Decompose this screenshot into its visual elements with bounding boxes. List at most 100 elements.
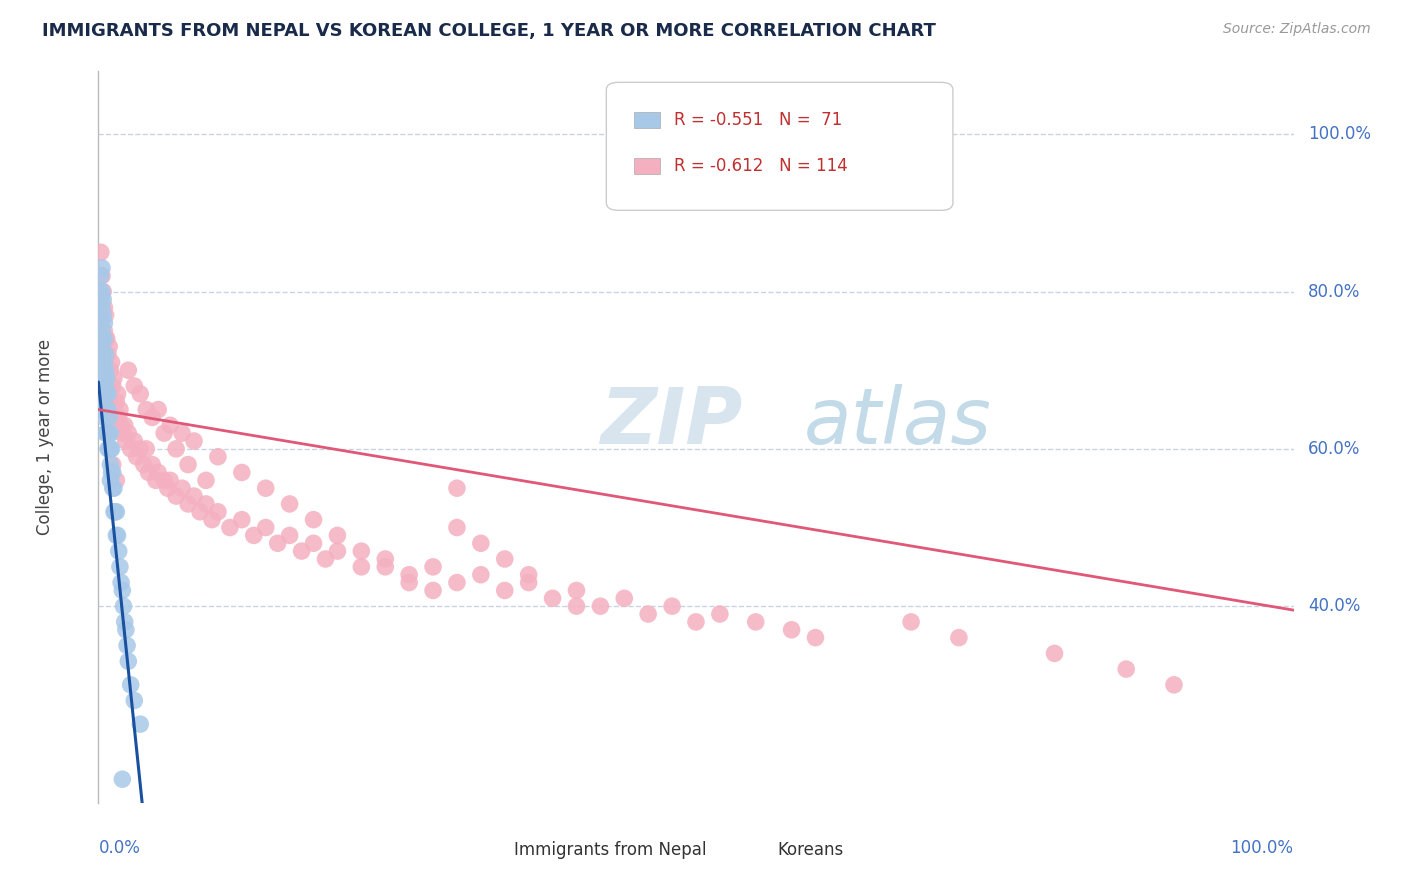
Point: [350, 544, 373, 558]
Point: [91, 301, 114, 315]
Text: R = -0.612   N = 114: R = -0.612 N = 114: [675, 158, 848, 176]
Point: [117, 363, 139, 377]
Point: [94, 332, 117, 346]
Point: [124, 379, 146, 393]
Point: [207, 450, 229, 464]
Point: [114, 615, 136, 629]
Text: 100.0%: 100.0%: [1230, 839, 1294, 857]
Point: [103, 505, 125, 519]
Text: R = -0.551   N =  71: R = -0.551 N = 71: [675, 112, 842, 129]
Point: [91, 379, 114, 393]
Point: [231, 466, 253, 480]
Point: [117, 654, 139, 668]
Point: [148, 466, 170, 480]
Point: [91, 347, 114, 361]
Point: [446, 481, 468, 495]
Point: [117, 426, 139, 441]
Point: [98, 442, 121, 456]
Point: [91, 402, 114, 417]
Point: [517, 567, 540, 582]
Point: [422, 583, 444, 598]
Point: [302, 536, 325, 550]
Point: [132, 458, 155, 472]
Point: [90, 268, 112, 283]
Point: [105, 394, 128, 409]
Point: [100, 442, 122, 456]
Point: [111, 772, 134, 787]
Point: [254, 520, 277, 534]
Point: [517, 575, 540, 590]
Point: [110, 418, 132, 433]
Point: [103, 371, 125, 385]
Point: [141, 458, 163, 472]
Point: [219, 520, 242, 534]
Point: [195, 473, 218, 487]
Point: [685, 615, 707, 629]
Point: [89, 324, 111, 338]
Point: [124, 693, 146, 707]
Point: [103, 481, 125, 495]
Point: [129, 442, 152, 456]
Point: [398, 567, 420, 582]
Point: [91, 260, 114, 275]
Point: [91, 363, 114, 377]
Point: [374, 559, 396, 574]
Point: [98, 410, 121, 425]
Point: [101, 466, 124, 480]
Point: [104, 505, 127, 519]
Point: [141, 410, 163, 425]
Point: [91, 285, 114, 299]
Point: [89, 308, 111, 322]
Point: [188, 505, 211, 519]
Point: [105, 528, 128, 542]
Point: [315, 552, 337, 566]
Text: 100.0%: 100.0%: [1308, 125, 1371, 144]
Point: [446, 575, 468, 590]
Point: [115, 623, 138, 637]
Point: [124, 434, 146, 448]
Point: [589, 599, 612, 614]
Point: [96, 402, 118, 417]
Point: [96, 426, 118, 441]
Point: [91, 340, 114, 354]
Point: [159, 418, 181, 433]
Text: Koreans: Koreans: [778, 841, 844, 859]
Point: [97, 426, 120, 441]
FancyBboxPatch shape: [606, 82, 953, 211]
FancyBboxPatch shape: [634, 112, 661, 128]
Point: [1115, 662, 1137, 676]
Point: [97, 402, 120, 417]
Point: [90, 347, 112, 361]
Point: [138, 466, 160, 480]
Point: [302, 513, 325, 527]
Point: [326, 544, 349, 558]
Point: [254, 481, 277, 495]
FancyBboxPatch shape: [634, 159, 661, 175]
Text: 60.0%: 60.0%: [1308, 440, 1360, 458]
Point: [172, 426, 194, 441]
Point: [91, 268, 114, 283]
Point: [101, 458, 124, 472]
Point: [105, 473, 128, 487]
Point: [494, 583, 516, 598]
Point: [91, 363, 114, 377]
Point: [107, 544, 129, 558]
Point: [98, 410, 121, 425]
Point: [278, 528, 301, 542]
Point: [637, 607, 659, 621]
Point: [291, 544, 314, 558]
Point: [565, 583, 588, 598]
Point: [153, 473, 176, 487]
Point: [98, 442, 122, 456]
Point: [183, 434, 205, 448]
Point: [94, 347, 117, 361]
Text: Immigrants from Nepal: Immigrants from Nepal: [515, 841, 707, 859]
Text: 0.0%: 0.0%: [98, 839, 141, 857]
Point: [135, 442, 157, 456]
Point: [350, 559, 373, 574]
Point: [172, 481, 194, 495]
Point: [94, 363, 117, 377]
Point: [125, 450, 148, 464]
Point: [183, 489, 205, 503]
Point: [98, 426, 121, 441]
